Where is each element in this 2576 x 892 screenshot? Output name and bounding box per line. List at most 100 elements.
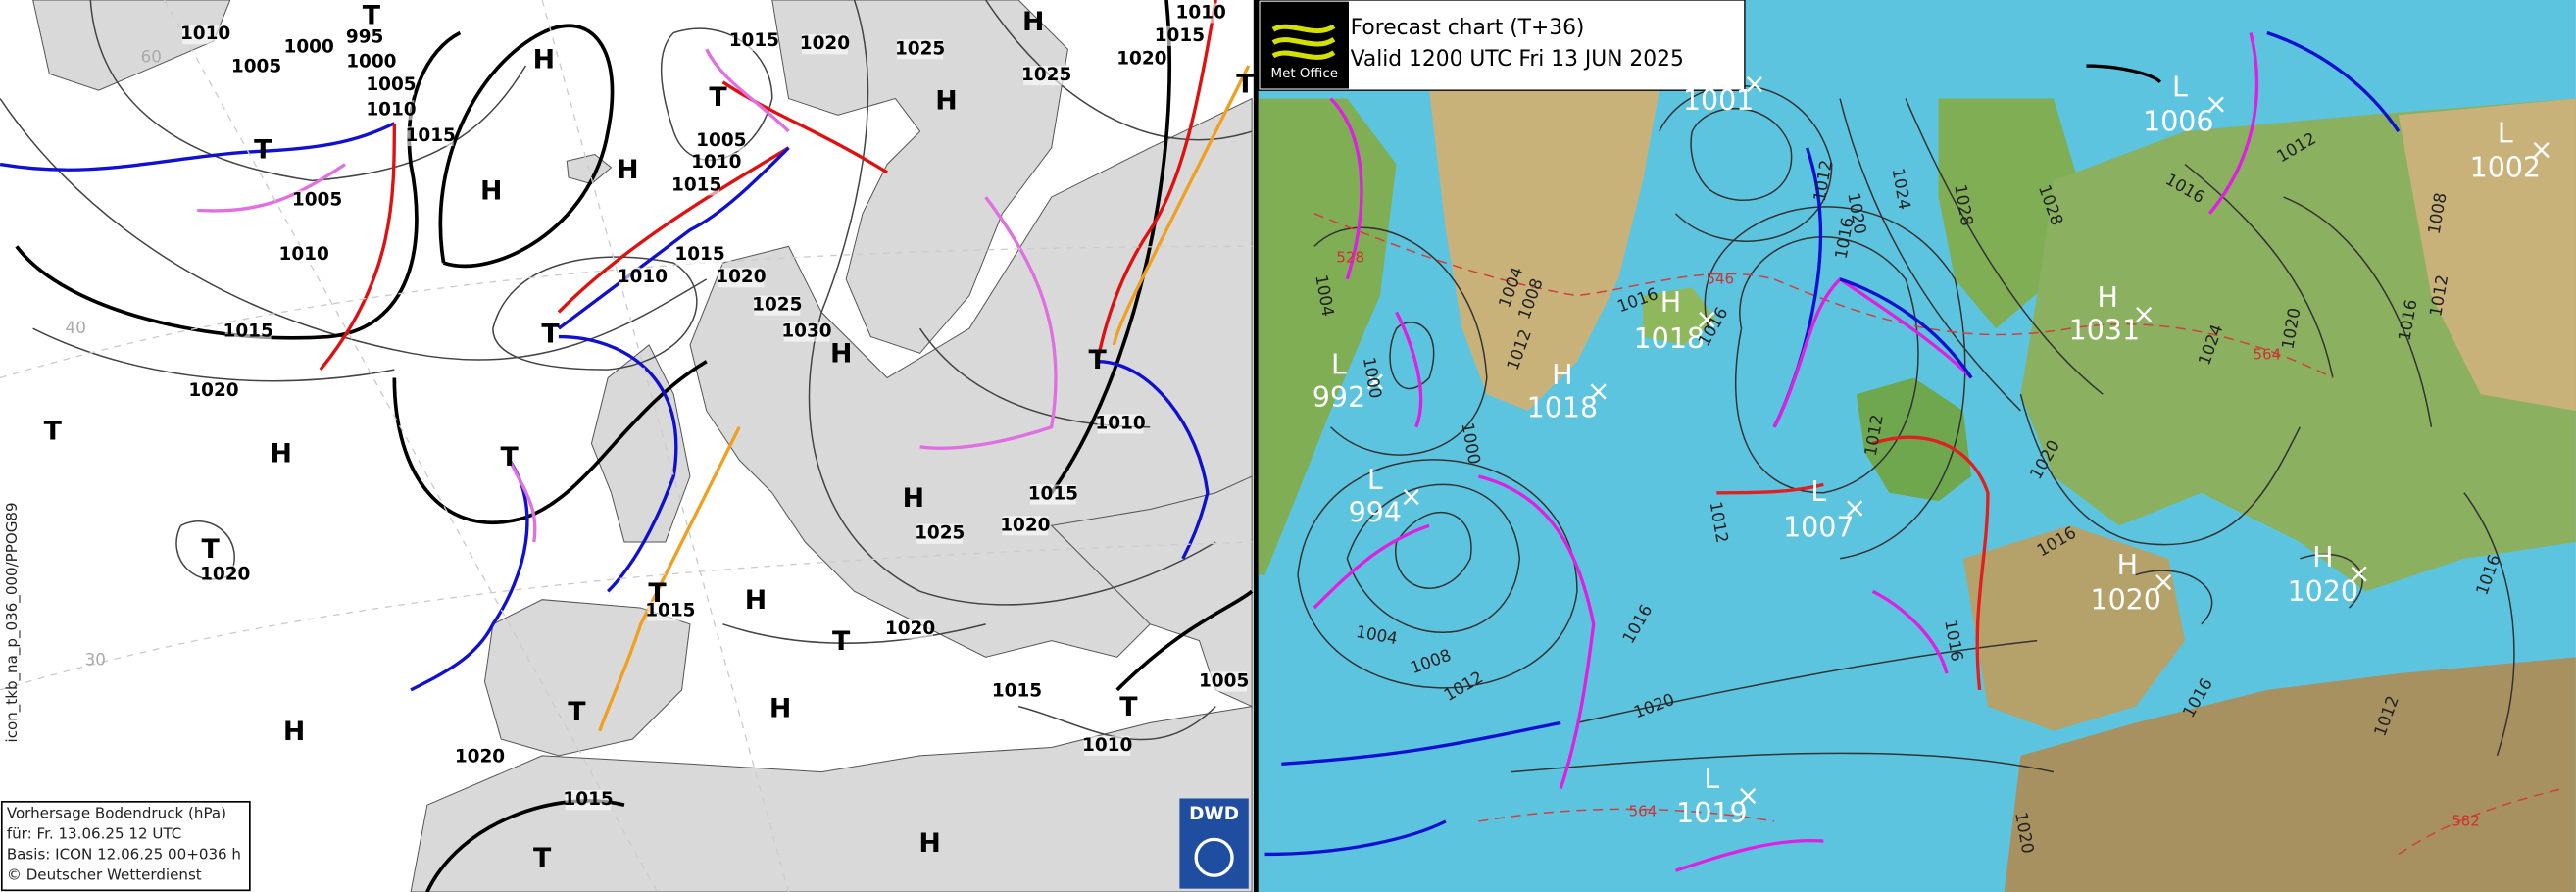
label-halo bbox=[1177, 3, 1224, 24]
label-halo bbox=[673, 175, 720, 196]
label-halo bbox=[754, 295, 801, 316]
system-pressure: 1019 bbox=[1676, 797, 1747, 829]
label-halo bbox=[730, 30, 777, 51]
label-halo bbox=[783, 322, 830, 342]
isobar-label: 1015 bbox=[1028, 483, 1078, 504]
isobar-label: 1010 bbox=[180, 24, 230, 44]
met-office-chart: Forecast chart (T+36) Valid 1200 UTC Fri … bbox=[1258, 0, 2576, 892]
isobar-label: 1020 bbox=[455, 747, 505, 768]
system-kind: L bbox=[1367, 464, 1383, 496]
dwd-logo: DWD bbox=[1189, 804, 1239, 824]
pressure-center: H bbox=[1022, 7, 1044, 37]
isobar-label: 1015 bbox=[223, 322, 273, 342]
label-halo bbox=[202, 565, 249, 585]
isobar-label: 1005 bbox=[696, 130, 746, 151]
pressure-center: T bbox=[832, 626, 851, 657]
system-cross: × bbox=[1587, 375, 1610, 408]
system-pressure: 1020 bbox=[2288, 575, 2358, 608]
system-kind: L bbox=[2498, 117, 2513, 149]
label-halo bbox=[1118, 49, 1165, 70]
label-halo bbox=[1156, 25, 1203, 46]
side-text: icon_tkb_na_p_036_000/PPOG89 bbox=[3, 502, 22, 742]
system-pressure: 1020 bbox=[2090, 583, 2160, 616]
system-cross: × bbox=[1400, 480, 1423, 513]
isobar-label: 1000 bbox=[346, 52, 396, 73]
pressure-center: H bbox=[935, 85, 957, 116]
system-cross: × bbox=[2152, 566, 2175, 598]
label-halo bbox=[368, 75, 415, 96]
isobar-label: 1030 bbox=[781, 322, 831, 342]
pressure-center: T bbox=[533, 843, 552, 873]
label-halo bbox=[1084, 735, 1131, 756]
isobar-label: 1005 bbox=[1199, 670, 1249, 691]
system-kind: L bbox=[1710, 51, 1726, 83]
isobar-label: 1025 bbox=[752, 295, 802, 316]
isobar-label: 1015 bbox=[729, 30, 779, 51]
isobar-label: 1025 bbox=[895, 38, 945, 59]
system-cross: × bbox=[1363, 365, 1387, 397]
latitude-label: 40 bbox=[66, 318, 86, 337]
label-halo bbox=[693, 152, 740, 173]
isobar-label: 1015 bbox=[406, 125, 456, 146]
isobar-label: 1020 bbox=[1116, 48, 1166, 69]
isobar-label: 1015 bbox=[563, 789, 613, 810]
info-line: © Deutscher Wetterdienst bbox=[7, 866, 202, 883]
label-halo bbox=[698, 131, 745, 152]
label-halo bbox=[565, 790, 612, 811]
system-cross: × bbox=[2204, 87, 2228, 120]
system-cross: × bbox=[2132, 298, 2155, 330]
isobar-label: 1020 bbox=[1000, 515, 1050, 535]
label-halo bbox=[1002, 516, 1049, 536]
pressure-center: H bbox=[480, 176, 502, 207]
system-kind: H bbox=[1660, 286, 1681, 319]
met-office-logo-box bbox=[1260, 1, 1350, 89]
label-halo bbox=[233, 57, 280, 77]
isobar-label: 1005 bbox=[231, 57, 281, 77]
system-pressure: 1018 bbox=[1634, 322, 1705, 355]
latitude-label: 30 bbox=[85, 650, 106, 669]
system-pressure: 994 bbox=[1349, 497, 1402, 529]
label-halo bbox=[407, 126, 454, 147]
thickness-label: 564 bbox=[2253, 345, 2281, 363]
isobar-label: 1015 bbox=[674, 244, 724, 265]
label-halo bbox=[887, 619, 934, 639]
label-halo bbox=[294, 190, 341, 211]
pressure-center: H bbox=[270, 439, 291, 470]
pressure-center: T bbox=[541, 319, 560, 349]
thickness-label: 564 bbox=[1629, 802, 1658, 819]
label-halo bbox=[647, 601, 694, 621]
label-halo bbox=[190, 380, 237, 401]
pressure-center: T bbox=[1119, 692, 1138, 722]
isobar-label: 1010 bbox=[618, 267, 668, 287]
isobar-label: 1010 bbox=[1082, 735, 1132, 756]
system-cross: × bbox=[1695, 303, 1718, 335]
system-kind: L bbox=[2172, 71, 2188, 103]
isobar-label: 1020 bbox=[716, 267, 766, 287]
dwd-logo-box bbox=[1179, 798, 1249, 889]
divider bbox=[1253, 0, 1259, 892]
isobar-label: 1015 bbox=[645, 600, 695, 620]
label-halo bbox=[285, 37, 332, 58]
system-kind: L bbox=[1810, 475, 1826, 508]
label-halo bbox=[676, 244, 723, 265]
system-cross: × bbox=[2530, 133, 2553, 166]
pressure-center: H bbox=[918, 828, 940, 859]
info-line: Basis: ICON 12.06.25 00+036 h bbox=[7, 845, 241, 863]
isobar-label: 1015 bbox=[992, 681, 1042, 702]
pressure-center: H bbox=[769, 693, 791, 723]
system-kind: H bbox=[2098, 281, 2118, 314]
isobar-label: 1010 bbox=[691, 152, 741, 173]
met-office-logo-mark bbox=[1271, 24, 1336, 60]
isobar-label: 1000 bbox=[284, 37, 334, 58]
system-cross: × bbox=[1843, 492, 1866, 524]
label-halo bbox=[1023, 66, 1070, 86]
pressure-center: H bbox=[903, 483, 924, 514]
label-halo bbox=[994, 681, 1040, 702]
label-halo bbox=[619, 268, 666, 288]
system-kind: H bbox=[2312, 541, 2333, 573]
pressure-center: T bbox=[568, 697, 586, 727]
pressure-center: T bbox=[254, 135, 272, 166]
pressure-center: T bbox=[709, 82, 727, 113]
